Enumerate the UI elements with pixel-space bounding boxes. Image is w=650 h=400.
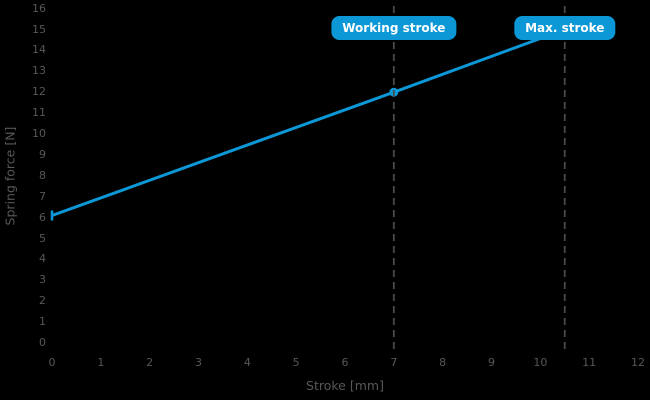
y-tick-label: 14 <box>32 43 46 57</box>
x-tick-label: 9 <box>488 356 495 369</box>
x-tick-label: 7 <box>390 356 398 369</box>
y-tick-label: 10 <box>32 127 46 140</box>
x-tick-label: 6 <box>341 356 349 369</box>
y-tick-label: 13 <box>32 64 46 78</box>
x-tick-label: 11 <box>582 356 597 369</box>
y-tick-label: 6 <box>39 210 46 224</box>
x-tick-label: 3 <box>195 356 202 369</box>
y-tick-label: 3 <box>39 273 46 287</box>
y-tick-label: 4 <box>39 252 46 266</box>
x-tick-label: 8 <box>439 356 447 369</box>
x-tick-label: 12 <box>631 356 645 369</box>
x-tick-label: 5 <box>292 356 300 369</box>
x-axis-title: Stroke [mm] <box>306 378 384 393</box>
y-tick-label: 1 <box>39 315 46 329</box>
annotation-badge-working-stroke: Working stroke <box>331 16 457 40</box>
y-tick-label: 11 <box>32 106 46 120</box>
x-tick-label: 4 <box>243 356 251 369</box>
series-line <box>51 28 566 217</box>
x-tick-label: 2 <box>146 356 154 369</box>
y-tick-label: 5 <box>39 231 46 245</box>
y-tick-label: 0 <box>39 336 46 349</box>
y-tick-label: 15 <box>32 22 46 36</box>
x-tick-label: 0 <box>48 356 56 369</box>
y-tick-label: 8 <box>39 168 46 182</box>
y-tick-label: 12 <box>32 85 46 99</box>
y-tick-label: 9 <box>39 147 46 161</box>
y-tick-label: 7 <box>39 189 46 203</box>
y-tick-label: 16 <box>32 1 46 15</box>
y-tick-label: 2 <box>39 294 46 308</box>
x-tick-label: 10 <box>533 356 548 369</box>
x-tick-label: 1 <box>97 356 105 369</box>
annotation-badge-max-stroke: Max. stroke <box>514 16 616 40</box>
